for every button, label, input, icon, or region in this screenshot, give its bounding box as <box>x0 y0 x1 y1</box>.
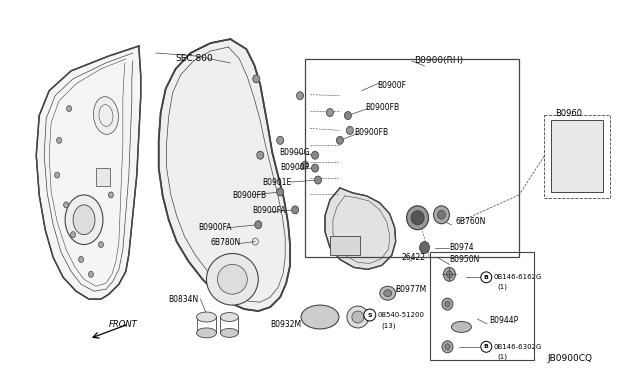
Ellipse shape <box>257 151 264 159</box>
Ellipse shape <box>444 267 456 281</box>
Text: B0932M: B0932M <box>270 320 301 330</box>
Circle shape <box>364 309 376 321</box>
Text: FRONT: FRONT <box>109 320 138 330</box>
Ellipse shape <box>255 221 262 229</box>
Ellipse shape <box>79 256 84 262</box>
Text: B0900FB: B0900FB <box>354 128 388 137</box>
Ellipse shape <box>292 206 299 214</box>
Ellipse shape <box>326 109 333 116</box>
Text: B0900F: B0900F <box>280 163 309 171</box>
Ellipse shape <box>352 311 364 323</box>
Ellipse shape <box>344 112 351 119</box>
Text: (13): (13) <box>381 323 396 329</box>
Text: B: B <box>484 275 489 280</box>
Ellipse shape <box>54 172 60 178</box>
Text: B0944P: B0944P <box>489 317 518 326</box>
Ellipse shape <box>57 137 61 143</box>
Text: (1): (1) <box>497 353 508 360</box>
Ellipse shape <box>70 232 76 238</box>
Text: B0901E: B0901E <box>262 177 291 186</box>
Bar <box>551 121 603 192</box>
Ellipse shape <box>447 271 452 278</box>
Polygon shape <box>36 46 141 299</box>
Ellipse shape <box>253 75 260 83</box>
Ellipse shape <box>384 290 392 296</box>
Text: B0900(RH): B0900(RH) <box>415 57 464 65</box>
Ellipse shape <box>93 97 118 134</box>
Ellipse shape <box>445 301 450 307</box>
Text: 6B780N: 6B780N <box>211 238 241 247</box>
Bar <box>544 115 610 198</box>
Ellipse shape <box>88 271 93 277</box>
Text: B0960: B0960 <box>555 109 582 118</box>
Ellipse shape <box>108 192 113 198</box>
Ellipse shape <box>196 328 216 338</box>
Ellipse shape <box>406 206 429 230</box>
Ellipse shape <box>347 306 369 328</box>
Ellipse shape <box>276 137 284 144</box>
Ellipse shape <box>73 205 95 235</box>
Bar <box>305 59 519 257</box>
Text: 26422: 26422 <box>402 253 426 262</box>
Ellipse shape <box>196 312 216 322</box>
Text: B0900G: B0900G <box>279 148 310 157</box>
Ellipse shape <box>411 211 424 225</box>
Ellipse shape <box>451 321 471 333</box>
Ellipse shape <box>301 305 339 329</box>
Circle shape <box>481 341 492 352</box>
Ellipse shape <box>420 241 429 253</box>
Text: B0974: B0974 <box>449 243 474 252</box>
Text: B0834N: B0834N <box>169 295 199 304</box>
Ellipse shape <box>346 126 353 134</box>
Bar <box>429 253 534 360</box>
Text: 6B760N: 6B760N <box>456 217 486 226</box>
Ellipse shape <box>380 286 396 300</box>
Text: 08540-51200: 08540-51200 <box>378 312 425 318</box>
Ellipse shape <box>220 328 238 337</box>
Ellipse shape <box>276 188 284 196</box>
Ellipse shape <box>438 210 445 219</box>
Text: 0B146-6302G: 0B146-6302G <box>493 344 541 350</box>
Ellipse shape <box>99 241 104 247</box>
Ellipse shape <box>63 202 68 208</box>
Text: B0900FA: B0900FA <box>252 206 286 215</box>
Ellipse shape <box>218 264 247 294</box>
Polygon shape <box>159 39 290 311</box>
Ellipse shape <box>301 161 308 169</box>
Ellipse shape <box>67 106 72 112</box>
Ellipse shape <box>312 164 319 172</box>
Text: B: B <box>484 344 489 349</box>
Text: S: S <box>367 312 372 318</box>
Text: JB0900CQ: JB0900CQ <box>547 354 592 363</box>
Ellipse shape <box>314 176 321 184</box>
Circle shape <box>481 272 492 283</box>
Text: B0950N: B0950N <box>449 255 480 264</box>
Text: B0900F: B0900F <box>378 81 407 90</box>
Polygon shape <box>325 188 396 269</box>
Ellipse shape <box>442 298 453 310</box>
Ellipse shape <box>337 137 344 144</box>
Ellipse shape <box>65 195 103 244</box>
Ellipse shape <box>442 341 453 353</box>
Text: SEC.800: SEC.800 <box>175 54 213 64</box>
Text: B0900FA: B0900FA <box>198 223 232 232</box>
Ellipse shape <box>220 312 238 321</box>
Ellipse shape <box>433 206 449 224</box>
Ellipse shape <box>312 151 319 159</box>
Text: (1): (1) <box>497 284 508 291</box>
Text: B0900FB: B0900FB <box>232 192 266 201</box>
Ellipse shape <box>296 92 303 100</box>
Bar <box>330 235 360 256</box>
Bar <box>96 168 110 186</box>
Text: 0B146-6162G: 0B146-6162G <box>493 274 541 280</box>
Ellipse shape <box>445 344 450 350</box>
Ellipse shape <box>207 253 259 305</box>
Text: B0977M: B0977M <box>396 285 427 294</box>
Text: B0900FB: B0900FB <box>365 103 399 112</box>
